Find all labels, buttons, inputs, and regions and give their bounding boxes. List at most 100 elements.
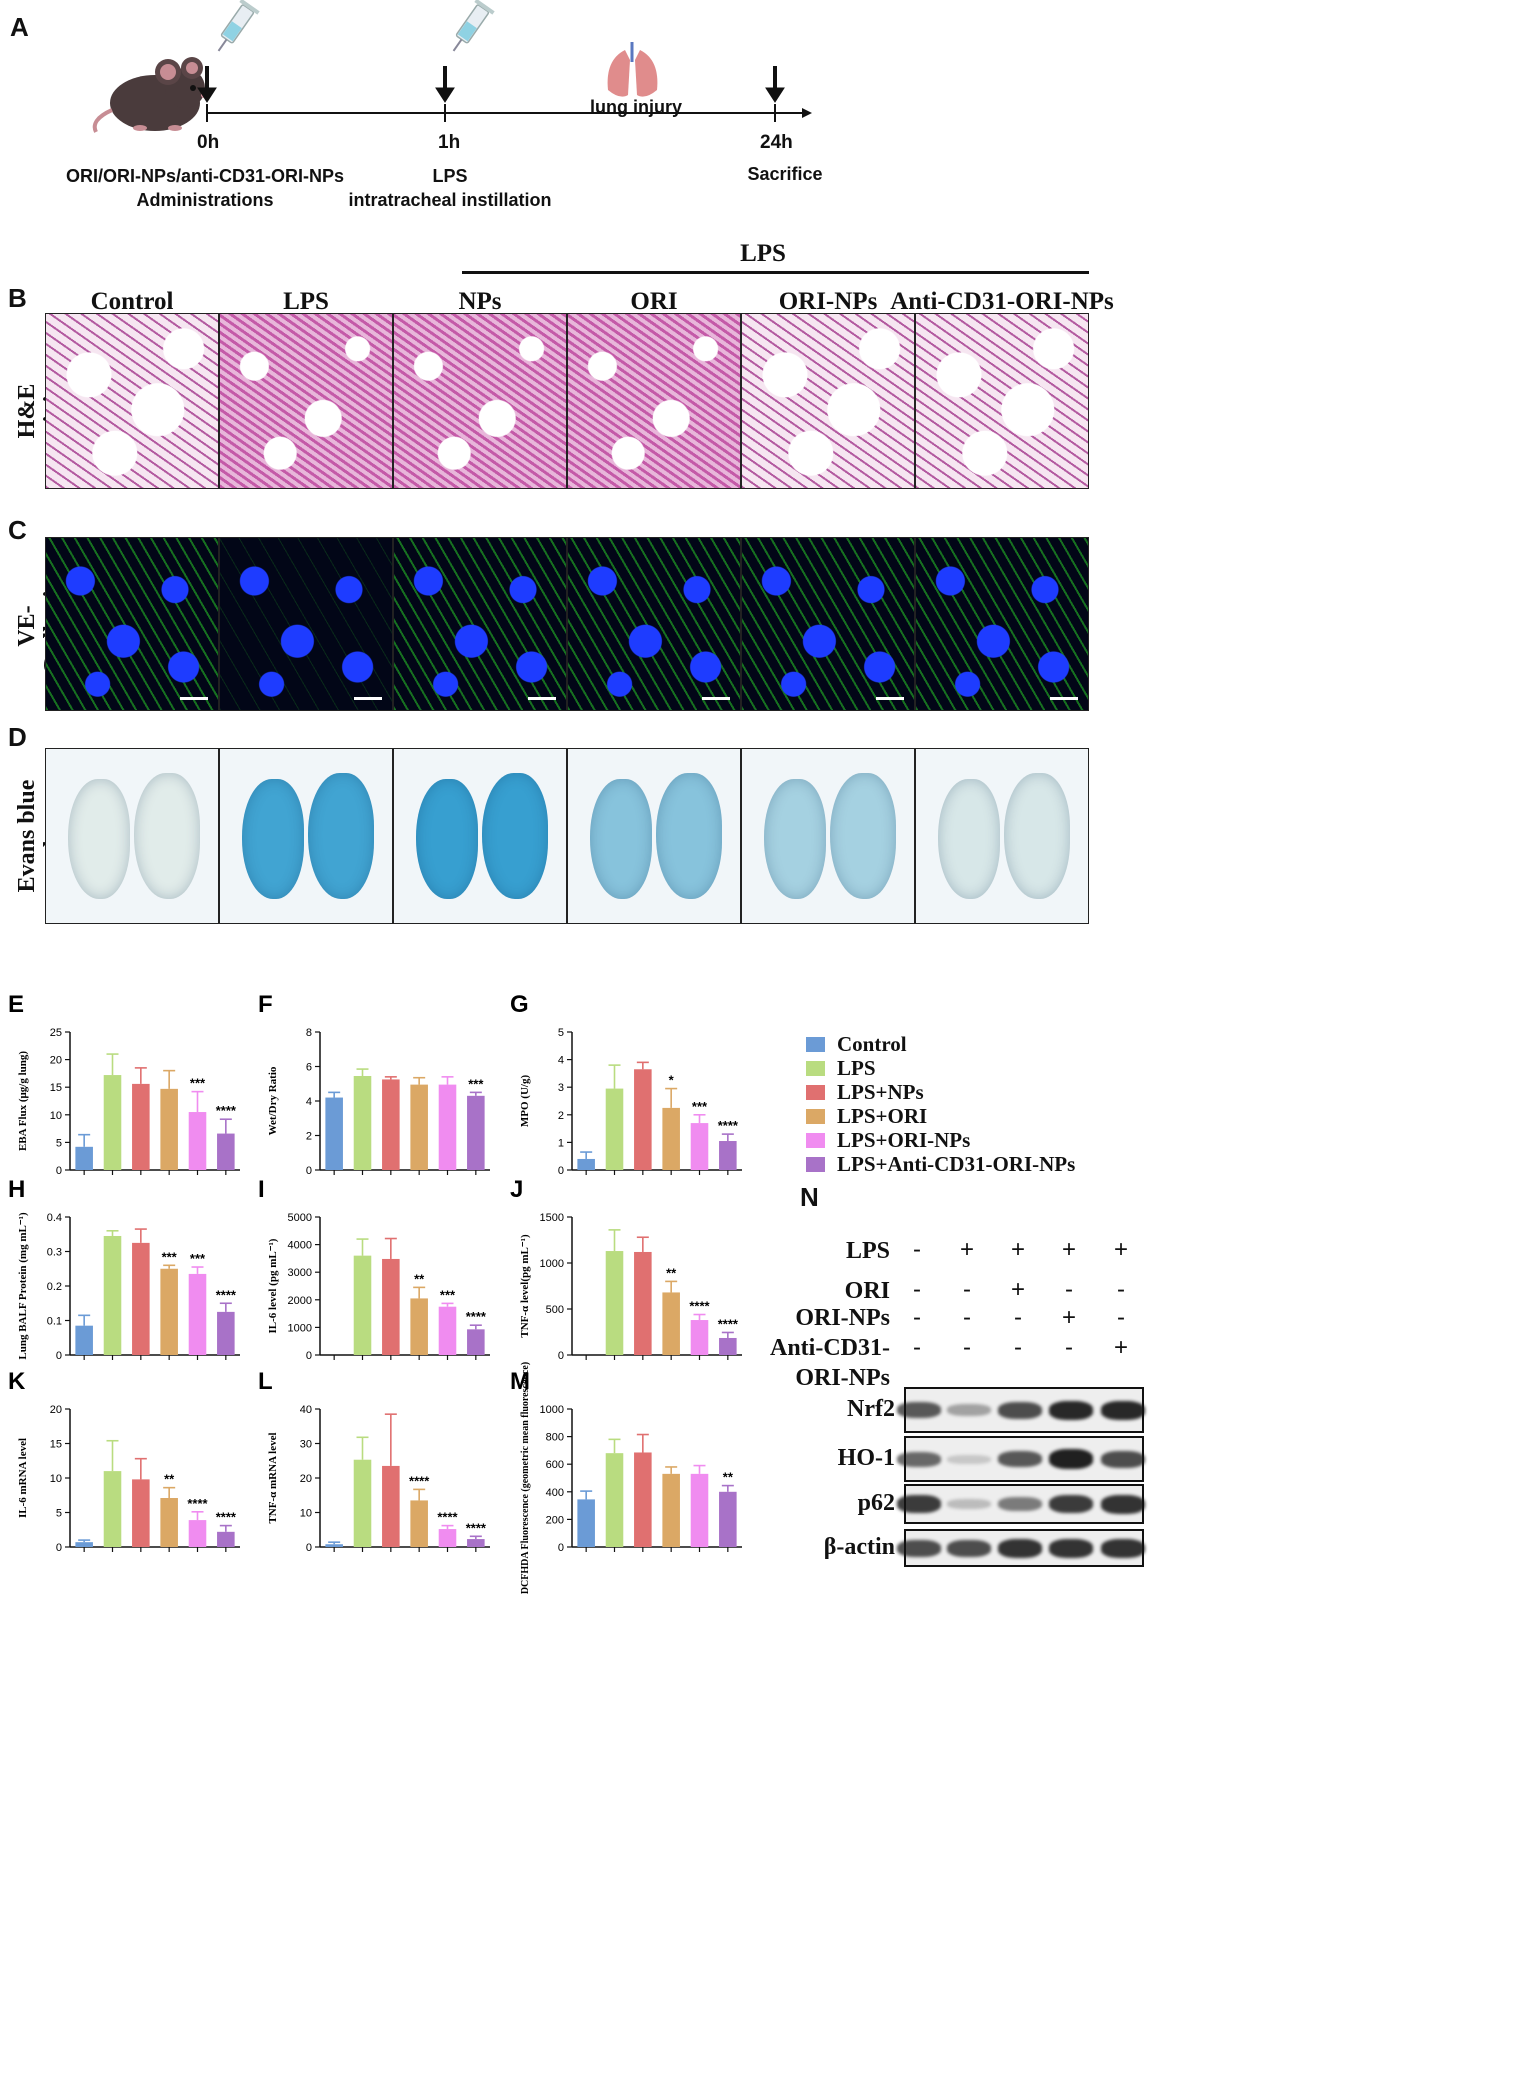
lps-instillation-label: LPS intratracheal instillation bbox=[340, 164, 560, 212]
y-tick-label: 15 bbox=[50, 1439, 62, 1451]
y-axis-label: Wet/Dry Ratio bbox=[267, 1066, 279, 1135]
protein-label: p62 bbox=[857, 1490, 895, 1516]
y-axis-label: EBA Flux (μg/g lung) bbox=[17, 1051, 29, 1151]
legend-label: LPS bbox=[837, 1055, 876, 1080]
protein-band bbox=[998, 1401, 1042, 1419]
treatment-sign: - bbox=[913, 1304, 921, 1331]
legend-label: LPS+ORI bbox=[837, 1103, 928, 1128]
y-tick-label: 0 bbox=[56, 1165, 62, 1177]
bar bbox=[160, 1088, 178, 1170]
evans-blue-image bbox=[741, 748, 915, 924]
lung-left-lobe bbox=[68, 779, 130, 899]
significance-mark: ** bbox=[723, 1470, 734, 1485]
bar bbox=[690, 1473, 709, 1547]
treatment-sign: - bbox=[1014, 1334, 1022, 1361]
lung-injury-label: lung injury bbox=[590, 97, 682, 117]
panel-label-d: D bbox=[8, 722, 27, 752]
y-tick-label: 1000 bbox=[540, 1258, 564, 1270]
y-tick-label: 20 bbox=[300, 1473, 312, 1485]
significance-mark: **** bbox=[216, 1287, 237, 1302]
legend-swatch bbox=[806, 1084, 825, 1100]
arrow-head-24h bbox=[765, 87, 785, 103]
panel-label: M bbox=[510, 1368, 530, 1395]
lungs-icon bbox=[607, 42, 658, 97]
panel-label-n: N bbox=[800, 1182, 819, 1212]
syringe-icon bbox=[452, 0, 495, 52]
bar bbox=[75, 1542, 93, 1547]
y-tick-label: 25 bbox=[50, 1027, 62, 1039]
bar bbox=[217, 1531, 235, 1547]
significance-mark: **** bbox=[466, 1520, 487, 1535]
protein-label: β-actin bbox=[823, 1534, 895, 1560]
he-stain-image bbox=[741, 313, 915, 489]
lung-left-lobe bbox=[590, 779, 652, 899]
lps-line1: LPS bbox=[432, 166, 468, 186]
bar bbox=[605, 1453, 624, 1547]
y-tick-label: 4 bbox=[558, 1055, 564, 1067]
evans-blue-image bbox=[219, 748, 393, 924]
scale-bar bbox=[354, 697, 382, 700]
y-tick-label: 0.1 bbox=[47, 1316, 62, 1328]
treatment-sign: - bbox=[963, 1304, 971, 1331]
ve-cadherin-image bbox=[45, 537, 219, 711]
bar bbox=[188, 1520, 207, 1547]
bar bbox=[719, 1141, 737, 1170]
condition-label: LPS bbox=[845, 1238, 890, 1264]
y-tick-label: 0 bbox=[306, 1350, 312, 1362]
panel-label-c: C bbox=[8, 515, 27, 545]
y-tick-label: 0.2 bbox=[47, 1281, 62, 1293]
scale-bar bbox=[702, 697, 730, 700]
significance-mark: ** bbox=[414, 1271, 425, 1286]
mouse-icon bbox=[92, 57, 207, 133]
significance-mark: **** bbox=[718, 1118, 739, 1133]
lps-bracket-line bbox=[462, 271, 1089, 274]
treatment-sign: - bbox=[963, 1276, 971, 1303]
y-axis-label: TNF-α level(pg mL⁻¹) bbox=[519, 1234, 531, 1338]
arrow-head-1h bbox=[435, 87, 455, 103]
bar bbox=[719, 1491, 737, 1547]
y-tick-label: 0 bbox=[56, 1542, 62, 1554]
y-tick-label: 40 bbox=[300, 1404, 312, 1416]
significance-mark: * bbox=[669, 1073, 675, 1088]
bar bbox=[605, 1088, 624, 1170]
significance-mark: *** bbox=[440, 1287, 456, 1302]
condition-label: Anti-CD31- ORI-NPs bbox=[740, 1333, 890, 1393]
lung-right-lobe bbox=[308, 773, 374, 899]
y-tick-label: 1000 bbox=[288, 1322, 312, 1334]
syringe-icon bbox=[217, 0, 260, 52]
column-header: ORI bbox=[630, 288, 678, 315]
y-tick-label: 0.3 bbox=[47, 1247, 62, 1259]
bar bbox=[188, 1273, 207, 1355]
protein-band bbox=[1049, 1495, 1093, 1513]
treatment-sign: - bbox=[1065, 1276, 1073, 1303]
bar bbox=[410, 1298, 428, 1355]
bar bbox=[353, 1459, 372, 1547]
legend-swatch bbox=[806, 1108, 825, 1124]
ve-cadherin-image bbox=[567, 537, 741, 711]
treatment-sign: - bbox=[913, 1334, 921, 1361]
y-axis-label: Lung BALF Protein (mg mL⁻¹) bbox=[17, 1212, 29, 1360]
y-tick-label: 5 bbox=[56, 1137, 62, 1149]
timeline-diagram bbox=[92, 0, 812, 133]
significance-mark: **** bbox=[216, 1510, 237, 1525]
column-header: LPS bbox=[283, 288, 329, 315]
panel-label: G bbox=[510, 991, 529, 1018]
significance-mark: **** bbox=[216, 1103, 237, 1118]
bar bbox=[467, 1095, 485, 1170]
y-tick-label: 0 bbox=[56, 1350, 62, 1362]
y-tick-label: 500 bbox=[546, 1304, 564, 1316]
significance-mark: ** bbox=[164, 1472, 175, 1487]
treatment-sign: + bbox=[1061, 1304, 1076, 1331]
bar bbox=[662, 1107, 680, 1170]
y-axis-label: IL-6 level (pg mL⁻¹) bbox=[267, 1238, 279, 1333]
bar-chart-m: M 0 200 400 600 800 1000 DCFHDA Fluorescence (g… bbox=[510, 1362, 742, 1594]
protein-band bbox=[998, 1538, 1042, 1558]
column-header: NPs bbox=[458, 288, 502, 315]
protein-band bbox=[947, 1404, 991, 1416]
protein-band bbox=[1101, 1400, 1145, 1420]
panel-label: I bbox=[258, 1176, 265, 1203]
bar-chart-h: H 0 0.1 0.2 0.3 0.4 Lung BALF Protein (mg mL⁻¹… bbox=[8, 1176, 240, 1362]
scale-bar bbox=[180, 697, 208, 700]
